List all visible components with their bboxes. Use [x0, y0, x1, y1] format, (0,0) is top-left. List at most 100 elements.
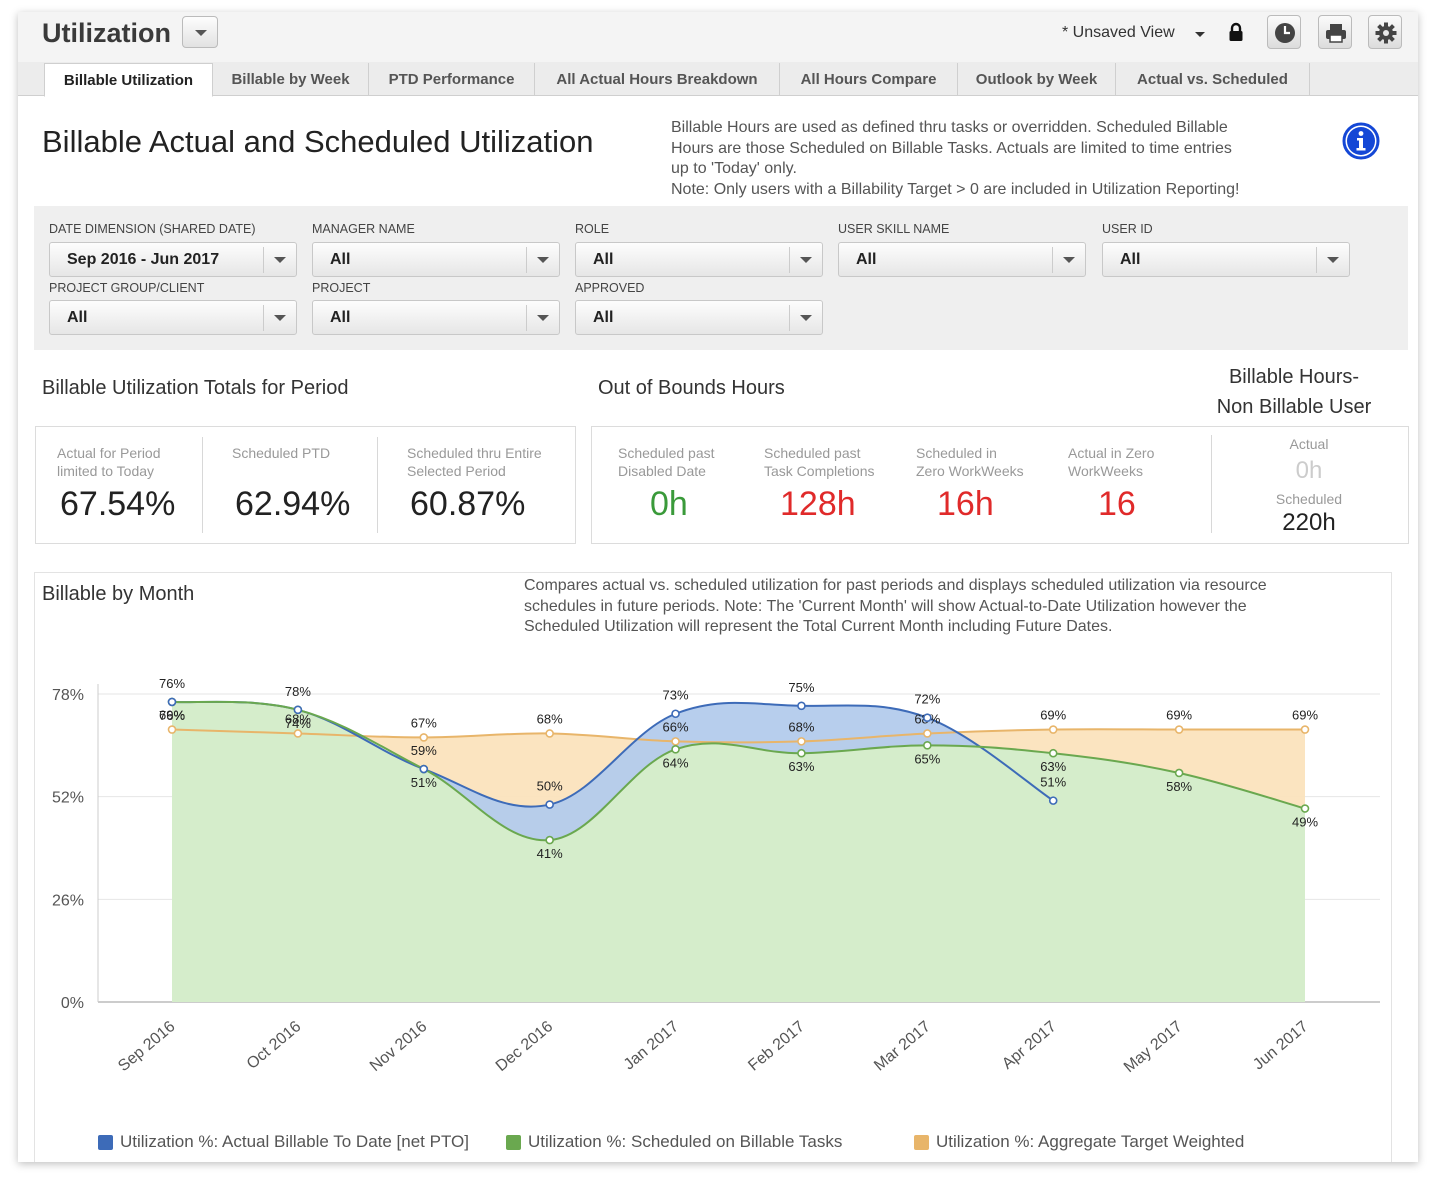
- data-point[interactable]: [1048, 796, 1058, 805]
- title-dropdown-button[interactable]: [182, 16, 218, 48]
- date-dimension-select[interactable]: Sep 2016 - Jun 2017: [49, 242, 297, 277]
- data-point[interactable]: [1048, 748, 1058, 758]
- kpi-label-line: Actual for Period: [57, 445, 161, 461]
- x-tick-label: May 2017: [1121, 1018, 1186, 1076]
- legend-item-scheduled[interactable]: Utilization %: Scheduled on Billable Tas…: [506, 1132, 842, 1152]
- data-point[interactable]: [545, 729, 554, 738]
- select-value: All: [67, 309, 88, 326]
- billable-by-month-chart: 0%26%52%78%69%68%67%68%66%68%68%69%69%69…: [52, 676, 1380, 1076]
- approved-select[interactable]: All: [575, 300, 823, 335]
- info-icon[interactable]: [1342, 122, 1380, 160]
- data-label: 75%: [788, 680, 814, 695]
- filter-label: MANAGER NAME: [312, 222, 415, 236]
- data-label: 49%: [1292, 815, 1318, 830]
- data-label: 74%: [285, 716, 311, 731]
- kpi-label-line: WorkWeeks: [1068, 463, 1143, 479]
- view-caret-icon[interactable]: [1195, 32, 1205, 37]
- data-point[interactable]: [797, 701, 806, 711]
- manager-name-select[interactable]: All: [312, 242, 560, 277]
- data-point[interactable]: [797, 748, 806, 758]
- data-point[interactable]: [671, 709, 680, 719]
- select-value: All: [1120, 251, 1141, 268]
- x-tick-label: Dec 2016: [493, 1018, 556, 1075]
- print-button[interactable]: [1318, 15, 1352, 49]
- data-point[interactable]: [1174, 768, 1184, 778]
- user-skill-name-select[interactable]: All: [838, 242, 1086, 277]
- filter-label: ROLE: [575, 222, 610, 236]
- data-point[interactable]: [1174, 725, 1184, 734]
- x-tick-label: Feb 2017: [745, 1018, 808, 1075]
- y-tick-label: 26%: [52, 892, 84, 909]
- data-point[interactable]: [1048, 725, 1058, 734]
- data-point[interactable]: [419, 764, 429, 774]
- history-button[interactable]: [1267, 15, 1301, 49]
- data-point[interactable]: [167, 725, 177, 734]
- filter-label: PROJECT: [312, 281, 371, 295]
- data-point[interactable]: [545, 835, 554, 845]
- legend-item-actual[interactable]: Utilization %: Actual Billable To Date […: [98, 1132, 469, 1152]
- select-value: All: [330, 309, 351, 326]
- chevron-down-icon: [274, 315, 286, 321]
- legend-item-target[interactable]: Utilization %: Aggregate Target Weighted: [914, 1132, 1244, 1152]
- data-point[interactable]: [1300, 725, 1310, 734]
- data-label: 64%: [663, 755, 689, 770]
- tab-outlook-by-week[interactable]: Outlook by Week: [958, 63, 1116, 96]
- data-point[interactable]: [545, 800, 554, 809]
- data-point[interactable]: [419, 733, 429, 742]
- settings-button[interactable]: [1368, 15, 1402, 49]
- chevron-down-icon: [800, 257, 812, 263]
- data-point[interactable]: [923, 713, 932, 722]
- user-id-select[interactable]: All: [1102, 242, 1350, 277]
- data-label: 63%: [1040, 759, 1066, 774]
- data-point[interactable]: [293, 729, 303, 738]
- data-label: 73%: [663, 688, 689, 703]
- gear-icon: [1375, 22, 1397, 44]
- kpi-label: Scheduled thru Entire Selected Period: [407, 444, 542, 480]
- kpi-label: Scheduled in Zero WorkWeeks: [916, 444, 1024, 480]
- data-point[interactable]: [167, 697, 177, 707]
- saved-view-select[interactable]: * Unsaved View: [1062, 24, 1175, 41]
- data-label: 50%: [537, 779, 563, 794]
- non-billable-title-line: Non Billable User: [1216, 396, 1372, 418]
- kpi-label: Scheduled past Task Completions: [764, 444, 875, 480]
- app-window: Utilization * Unsaved View: [18, 12, 1418, 1162]
- scheduled-label: Scheduled: [1275, 491, 1343, 507]
- data-point[interactable]: [797, 737, 806, 746]
- data-point[interactable]: [671, 744, 680, 754]
- kpi-label: Scheduled past Disabled Date: [618, 444, 715, 480]
- project-select[interactable]: All: [312, 300, 560, 335]
- filter-panel: DATE DIMENSION (SHARED DATE) Sep 2016 - …: [34, 206, 1408, 350]
- totals-title: Billable Utilization Totals for Period: [42, 377, 349, 399]
- lock-icon[interactable]: [1228, 22, 1244, 42]
- scheduled-zero-workweeks-value: 16h: [937, 485, 994, 523]
- info-note-line: Hours are those Scheduled on Billable Ta…: [671, 139, 1232, 157]
- tab-billable-by-week[interactable]: Billable by Week: [213, 63, 369, 96]
- tab-actual-vs-scheduled[interactable]: Actual vs. Scheduled: [1116, 63, 1310, 96]
- data-point[interactable]: [671, 737, 680, 746]
- data-point[interactable]: [293, 705, 303, 715]
- data-label: 51%: [411, 775, 437, 790]
- tab-ptd-performance[interactable]: PTD Performance: [369, 63, 535, 96]
- chevron-down-icon: [195, 30, 207, 36]
- non-billable-title-line: Billable Hours-: [1228, 366, 1360, 388]
- kpi-label-line: limited to Today: [57, 463, 155, 479]
- scheduled-entire-period-value: 60.87%: [410, 485, 526, 523]
- data-label: 76%: [159, 708, 185, 723]
- data-point[interactable]: [1300, 804, 1310, 813]
- data-point[interactable]: [923, 741, 932, 750]
- tab-all-actual-hours-breakdown[interactable]: All Actual Hours Breakdown: [535, 63, 780, 96]
- role-select[interactable]: All: [575, 242, 823, 277]
- chevron-down-icon: [1063, 257, 1075, 263]
- tab-billable-utilization[interactable]: Billable Utilization: [44, 63, 213, 97]
- legend-label: Utilization %: Actual Billable To Date […: [120, 1132, 469, 1151]
- page-title: Billable Actual and Scheduled Utilizatio…: [42, 124, 594, 159]
- project-group-client-select[interactable]: All: [49, 300, 297, 335]
- chevron-down-icon: [537, 315, 549, 321]
- y-tick-label: 0%: [61, 995, 84, 1012]
- x-tick-label: Sep 2016: [115, 1018, 178, 1075]
- chevron-down-icon: [537, 257, 549, 263]
- x-tick-label: Apr 2017: [999, 1018, 1060, 1073]
- data-point[interactable]: [923, 729, 932, 738]
- legend-label: Utilization %: Scheduled on Billable Tas…: [528, 1132, 843, 1151]
- tab-all-hours-compare[interactable]: All Hours Compare: [780, 63, 958, 96]
